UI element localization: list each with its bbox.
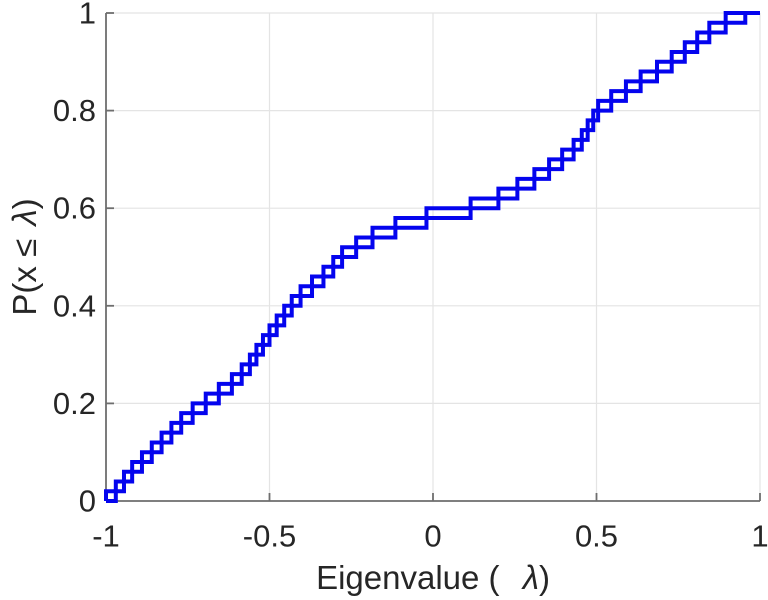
y-tick-label: 0.8 — [53, 93, 96, 128]
y-tick-label: 0.2 — [53, 386, 96, 421]
gridlines — [105, 12, 761, 502]
y-tick-label: 1 — [79, 0, 96, 31]
y-axis-label: P(x ≤ λ) — [6, 198, 43, 315]
x-tick-label: 0 — [424, 519, 441, 554]
x-tick-label: 1 — [751, 519, 768, 554]
y-tick-label: 0 — [79, 484, 96, 519]
x-tick-label: -1 — [92, 519, 120, 554]
cdf-stairs-line-post — [106, 11, 760, 503]
x-tick-label: 0.5 — [575, 519, 618, 554]
tick-labels: -1 -0.5 0 0.5 1 0 0.2 0.4 0.6 0.8 1 — [53, 0, 768, 554]
y-tick-label: 0.4 — [53, 288, 96, 323]
x-axis-label: Eigenvalue ( λ) — [316, 559, 550, 596]
y-tick-label: 0.6 — [53, 191, 96, 226]
x-tick-label: -0.5 — [243, 519, 296, 554]
